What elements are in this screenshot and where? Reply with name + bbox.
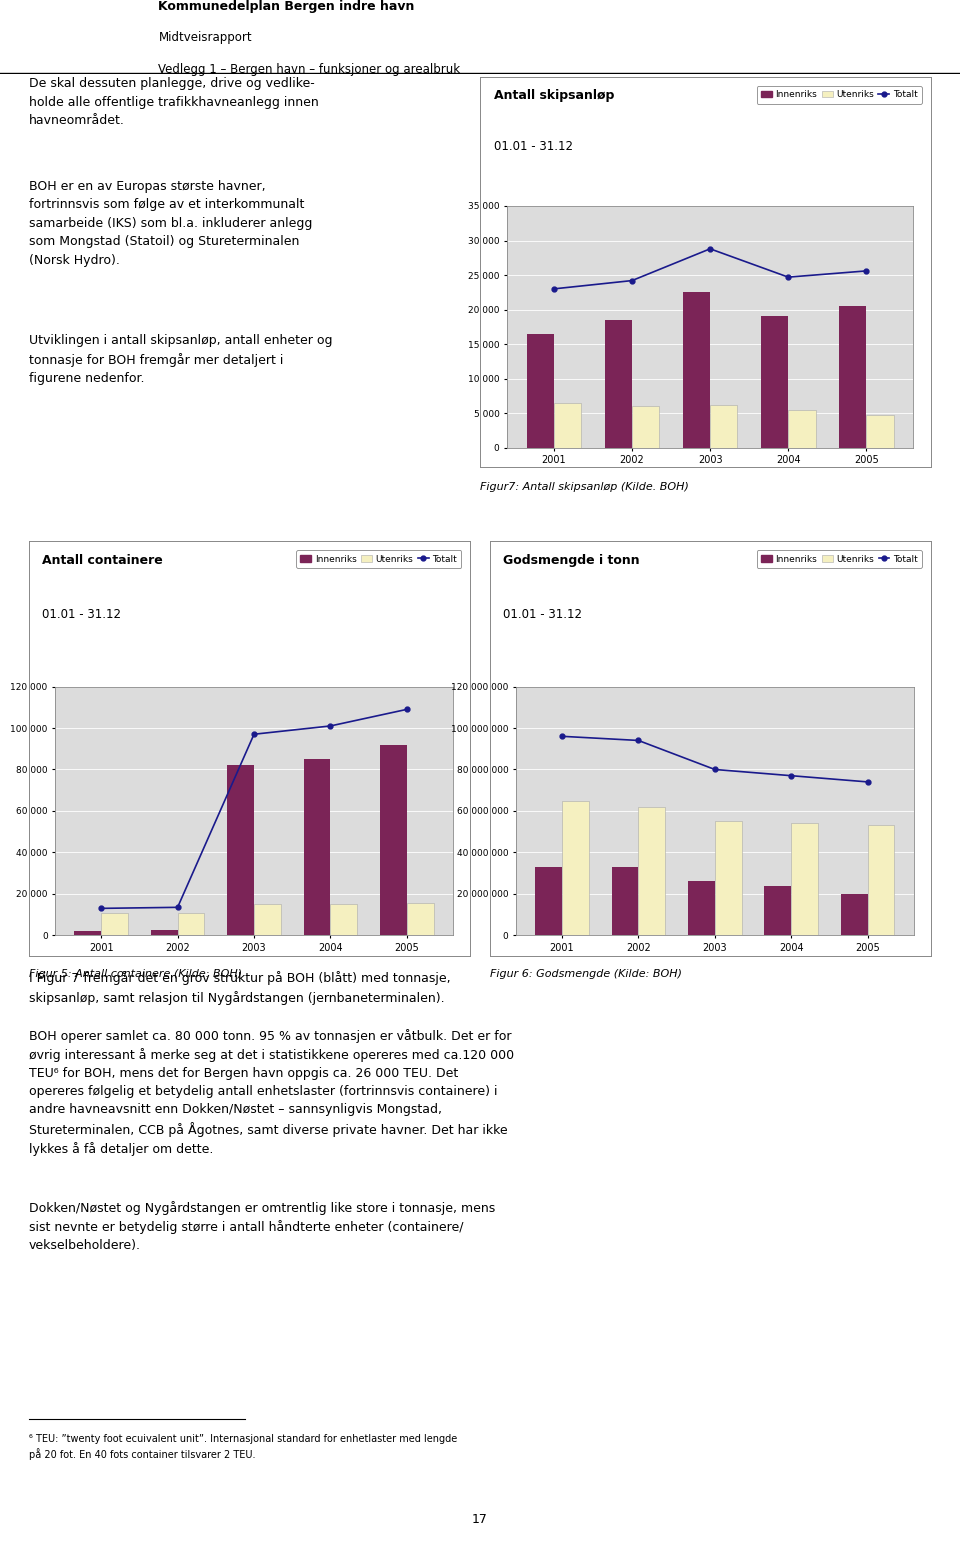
Text: 17: 17 xyxy=(472,1513,488,1527)
Bar xyxy=(254,903,280,936)
Bar xyxy=(683,292,710,447)
Bar xyxy=(788,410,816,447)
Text: 01.01 - 31.12: 01.01 - 31.12 xyxy=(503,608,582,620)
Bar xyxy=(228,766,254,936)
Text: Antall skipsanløp: Antall skipsanløp xyxy=(493,90,613,102)
Bar xyxy=(638,808,665,936)
Legend: Innenriks, Utenriks, Totalt: Innenriks, Utenriks, Totalt xyxy=(756,551,923,568)
Text: Antall containere: Antall containere xyxy=(42,554,163,566)
Bar xyxy=(75,931,101,936)
Bar xyxy=(527,334,554,447)
Text: Figur 6: Godsmengde (Kilde: BOH): Figur 6: Godsmengde (Kilde: BOH) xyxy=(490,968,682,979)
Bar xyxy=(612,866,638,936)
Text: De skal dessuten planlegge, drive og vedlike-
holde alle offentlige trafikkhavne: De skal dessuten planlegge, drive og ved… xyxy=(29,77,319,127)
Bar xyxy=(866,415,894,447)
Text: Utviklingen i antall skipsanløp, antall enheter og
tonnasje for BOH fremgår mer : Utviklingen i antall skipsanløp, antall … xyxy=(29,334,332,385)
Text: BOH er en av Europas største havner,
fortrinnsvis som følge av et interkommunalt: BOH er en av Europas største havner, for… xyxy=(29,179,312,268)
Text: Midtveisrapport: Midtveisrapport xyxy=(158,31,252,45)
Bar xyxy=(178,913,204,936)
Bar xyxy=(688,882,715,936)
Bar xyxy=(710,405,737,447)
Text: Dokken/Nøstet og Nygårdstangen er omtrentlig like store i tonnasje, mens
sist ne: Dokken/Nøstet og Nygårdstangen er omtren… xyxy=(29,1200,495,1252)
Bar xyxy=(303,760,330,936)
Bar xyxy=(407,903,434,936)
Bar xyxy=(536,866,562,936)
Bar xyxy=(764,885,791,936)
Bar xyxy=(868,826,895,936)
Bar xyxy=(562,801,588,936)
Text: BOH operer samlet ca. 80 000 tonn. 95 % av tonnasjen er våtbulk. Det er for
øvri: BOH operer samlet ca. 80 000 tonn. 95 % … xyxy=(29,1029,514,1157)
Text: 01.01 - 31.12: 01.01 - 31.12 xyxy=(42,608,121,620)
Text: ⁶ TEU: ”twenty foot ecuivalent unit”. Internasjonal standard for enhetlaster med: ⁶ TEU: ”twenty foot ecuivalent unit”. In… xyxy=(29,1434,457,1459)
Text: DARK: DARK xyxy=(92,15,132,28)
Bar xyxy=(380,744,407,936)
Bar xyxy=(605,320,632,447)
Bar xyxy=(715,821,741,936)
Text: RAMBOLL: RAMBOLL xyxy=(8,17,63,26)
Text: Kommunedelplan Bergen indre havn: Kommunedelplan Bergen indre havn xyxy=(158,0,415,12)
Bar xyxy=(632,407,660,447)
Bar xyxy=(554,402,581,447)
Bar xyxy=(330,903,357,936)
Bar xyxy=(791,823,818,936)
Bar xyxy=(101,913,128,936)
Legend: Innenriks, Utenriks, Totalt: Innenriks, Utenriks, Totalt xyxy=(296,551,462,568)
Bar xyxy=(839,306,866,447)
Text: Vedlegg 1 – Bergen havn – funksjoner og arealbruk: Vedlegg 1 – Bergen havn – funksjoner og … xyxy=(158,62,461,76)
Text: Figur 5: Antall containere (Kilde: BOH): Figur 5: Antall containere (Kilde: BOH) xyxy=(29,968,242,979)
Text: I Figur 7 fremgår det en grov struktur på BOH (blått) med tonnasje,
skipsanløp, : I Figur 7 fremgår det en grov struktur p… xyxy=(29,972,450,1004)
Bar xyxy=(761,317,788,447)
Text: Godsmengde i tonn: Godsmengde i tonn xyxy=(503,554,639,566)
Bar xyxy=(841,894,868,936)
Text: Figur7: Antall skipsanløp (Kilde. BOH): Figur7: Antall skipsanløp (Kilde. BOH) xyxy=(480,483,689,492)
Bar xyxy=(151,930,178,936)
Text: 01.01 - 31.12: 01.01 - 31.12 xyxy=(493,139,572,153)
Legend: Innenriks, Utenriks, Totalt: Innenriks, Utenriks, Totalt xyxy=(756,85,923,104)
